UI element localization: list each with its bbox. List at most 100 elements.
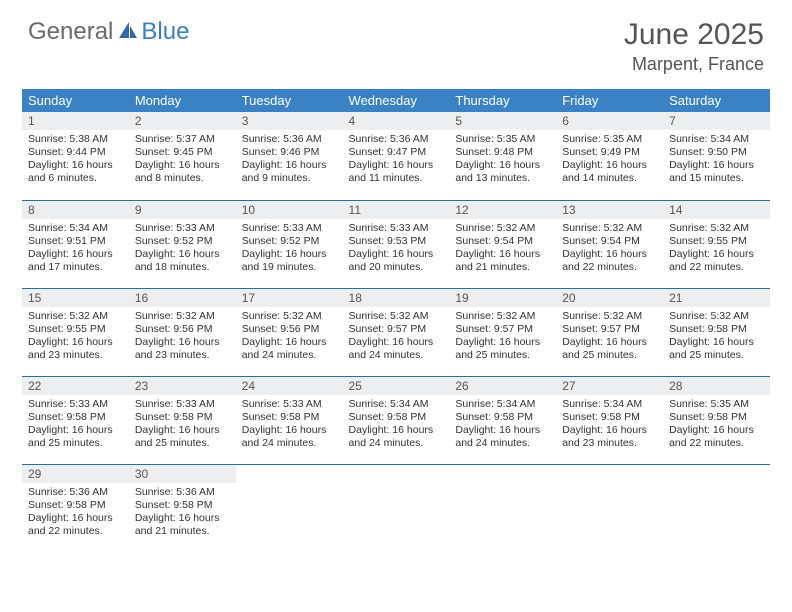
day-details: Sunrise: 5:32 AMSunset: 9:57 PMDaylight:…: [449, 307, 556, 367]
logo-word-general: General: [28, 18, 113, 46]
day-number: 15: [22, 289, 129, 307]
day-number: 12: [449, 201, 556, 219]
calendar-cell: 9Sunrise: 5:33 AMSunset: 9:52 PMDaylight…: [129, 200, 236, 288]
calendar-cell: 1Sunrise: 5:38 AMSunset: 9:44 PMDaylight…: [22, 112, 129, 200]
calendar-cell-empty: [343, 464, 450, 552]
daylight-line: Daylight: 16 hours and 25 minutes.: [28, 424, 123, 450]
day-details: Sunrise: 5:35 AMSunset: 9:58 PMDaylight:…: [663, 395, 770, 455]
calendar-cell: 20Sunrise: 5:32 AMSunset: 9:57 PMDayligh…: [556, 288, 663, 376]
day-number: 21: [663, 289, 770, 307]
day-details: Sunrise: 5:32 AMSunset: 9:55 PMDaylight:…: [22, 307, 129, 367]
calendar-cell: 28Sunrise: 5:35 AMSunset: 9:58 PMDayligh…: [663, 376, 770, 464]
logo-word-blue: Blue: [141, 18, 189, 46]
day-details: Sunrise: 5:32 AMSunset: 9:55 PMDaylight:…: [663, 219, 770, 279]
day-details: Sunrise: 5:36 AMSunset: 9:58 PMDaylight:…: [129, 483, 236, 543]
day-details: Sunrise: 5:37 AMSunset: 9:45 PMDaylight:…: [129, 130, 236, 190]
weekday-header: Friday: [556, 89, 663, 112]
sunrise-line: Sunrise: 5:32 AM: [349, 310, 444, 323]
calendar-cell: 15Sunrise: 5:32 AMSunset: 9:55 PMDayligh…: [22, 288, 129, 376]
day-details: Sunrise: 5:32 AMSunset: 9:54 PMDaylight:…: [556, 219, 663, 279]
weekday-header: Sunday: [22, 89, 129, 112]
daylight-line: Daylight: 16 hours and 22 minutes.: [669, 424, 764, 450]
sunrise-line: Sunrise: 5:33 AM: [135, 222, 230, 235]
day-number: 1: [22, 112, 129, 130]
calendar-cell: 14Sunrise: 5:32 AMSunset: 9:55 PMDayligh…: [663, 200, 770, 288]
logo-sail-icon: [117, 20, 139, 45]
calendar-cell: 27Sunrise: 5:34 AMSunset: 9:58 PMDayligh…: [556, 376, 663, 464]
weekday-header: Tuesday: [236, 89, 343, 112]
calendar-cell: 3Sunrise: 5:36 AMSunset: 9:46 PMDaylight…: [236, 112, 343, 200]
day-number: 26: [449, 377, 556, 395]
day-number: 22: [22, 377, 129, 395]
daylight-line: Daylight: 16 hours and 8 minutes.: [135, 159, 230, 185]
day-details: Sunrise: 5:33 AMSunset: 9:52 PMDaylight:…: [129, 219, 236, 279]
day-number: 24: [236, 377, 343, 395]
day-number: 3: [236, 112, 343, 130]
sunrise-line: Sunrise: 5:33 AM: [135, 398, 230, 411]
calendar-cell: 25Sunrise: 5:34 AMSunset: 9:58 PMDayligh…: [343, 376, 450, 464]
sunset-line: Sunset: 9:58 PM: [349, 411, 444, 424]
sunrise-line: Sunrise: 5:33 AM: [242, 398, 337, 411]
day-details: Sunrise: 5:33 AMSunset: 9:58 PMDaylight:…: [129, 395, 236, 455]
sunrise-line: Sunrise: 5:33 AM: [28, 398, 123, 411]
day-details: Sunrise: 5:36 AMSunset: 9:58 PMDaylight:…: [22, 483, 129, 543]
sunrise-line: Sunrise: 5:32 AM: [562, 222, 657, 235]
sunset-line: Sunset: 9:55 PM: [28, 323, 123, 336]
sunrise-line: Sunrise: 5:32 AM: [455, 310, 550, 323]
sunset-line: Sunset: 9:46 PM: [242, 146, 337, 159]
calendar-cell: 17Sunrise: 5:32 AMSunset: 9:56 PMDayligh…: [236, 288, 343, 376]
sunset-line: Sunset: 9:56 PM: [135, 323, 230, 336]
calendar-row: 8Sunrise: 5:34 AMSunset: 9:51 PMDaylight…: [22, 200, 770, 288]
calendar-cell-empty: [663, 464, 770, 552]
sunrise-line: Sunrise: 5:34 AM: [669, 133, 764, 146]
day-number: 20: [556, 289, 663, 307]
daylight-line: Daylight: 16 hours and 22 minutes.: [28, 512, 123, 538]
weekday-header: Monday: [129, 89, 236, 112]
sunset-line: Sunset: 9:44 PM: [28, 146, 123, 159]
daylight-line: Daylight: 16 hours and 24 minutes.: [349, 336, 444, 362]
calendar-cell: 18Sunrise: 5:32 AMSunset: 9:57 PMDayligh…: [343, 288, 450, 376]
daylight-line: Daylight: 16 hours and 24 minutes.: [455, 424, 550, 450]
sunset-line: Sunset: 9:56 PM: [242, 323, 337, 336]
day-number: 19: [449, 289, 556, 307]
daylight-line: Daylight: 16 hours and 23 minutes.: [562, 424, 657, 450]
sunrise-line: Sunrise: 5:34 AM: [455, 398, 550, 411]
sunrise-line: Sunrise: 5:36 AM: [349, 133, 444, 146]
calendar-cell: 5Sunrise: 5:35 AMSunset: 9:48 PMDaylight…: [449, 112, 556, 200]
calendar-cell: 6Sunrise: 5:35 AMSunset: 9:49 PMDaylight…: [556, 112, 663, 200]
daylight-line: Daylight: 16 hours and 18 minutes.: [135, 248, 230, 274]
calendar-row: 15Sunrise: 5:32 AMSunset: 9:55 PMDayligh…: [22, 288, 770, 376]
day-details: Sunrise: 5:33 AMSunset: 9:52 PMDaylight:…: [236, 219, 343, 279]
day-number: 7: [663, 112, 770, 130]
weekday-header: Wednesday: [343, 89, 450, 112]
sunrise-line: Sunrise: 5:33 AM: [349, 222, 444, 235]
sunrise-line: Sunrise: 5:32 AM: [135, 310, 230, 323]
sunrise-line: Sunrise: 5:35 AM: [455, 133, 550, 146]
sunset-line: Sunset: 9:55 PM: [669, 235, 764, 248]
day-details: Sunrise: 5:34 AMSunset: 9:58 PMDaylight:…: [449, 395, 556, 455]
sunset-line: Sunset: 9:58 PM: [669, 323, 764, 336]
daylight-line: Daylight: 16 hours and 21 minutes.: [135, 512, 230, 538]
daylight-line: Daylight: 16 hours and 6 minutes.: [28, 159, 123, 185]
sunset-line: Sunset: 9:52 PM: [242, 235, 337, 248]
calendar-cell-empty: [449, 464, 556, 552]
sunrise-line: Sunrise: 5:35 AM: [562, 133, 657, 146]
sunset-line: Sunset: 9:54 PM: [562, 235, 657, 248]
sunrise-line: Sunrise: 5:36 AM: [28, 486, 123, 499]
sunset-line: Sunset: 9:58 PM: [135, 411, 230, 424]
calendar-table: SundayMondayTuesdayWednesdayThursdayFrid…: [22, 89, 770, 552]
daylight-line: Daylight: 16 hours and 17 minutes.: [28, 248, 123, 274]
day-number: 4: [343, 112, 450, 130]
sunset-line: Sunset: 9:58 PM: [28, 499, 123, 512]
sunset-line: Sunset: 9:48 PM: [455, 146, 550, 159]
sunset-line: Sunset: 9:51 PM: [28, 235, 123, 248]
calendar-cell: 16Sunrise: 5:32 AMSunset: 9:56 PMDayligh…: [129, 288, 236, 376]
location-label: Marpent, France: [624, 54, 764, 75]
sunset-line: Sunset: 9:58 PM: [669, 411, 764, 424]
sunset-line: Sunset: 9:58 PM: [242, 411, 337, 424]
daylight-line: Daylight: 16 hours and 25 minutes.: [562, 336, 657, 362]
sunrise-line: Sunrise: 5:32 AM: [28, 310, 123, 323]
daylight-line: Daylight: 16 hours and 23 minutes.: [135, 336, 230, 362]
calendar-cell: 13Sunrise: 5:32 AMSunset: 9:54 PMDayligh…: [556, 200, 663, 288]
sunrise-line: Sunrise: 5:32 AM: [669, 222, 764, 235]
